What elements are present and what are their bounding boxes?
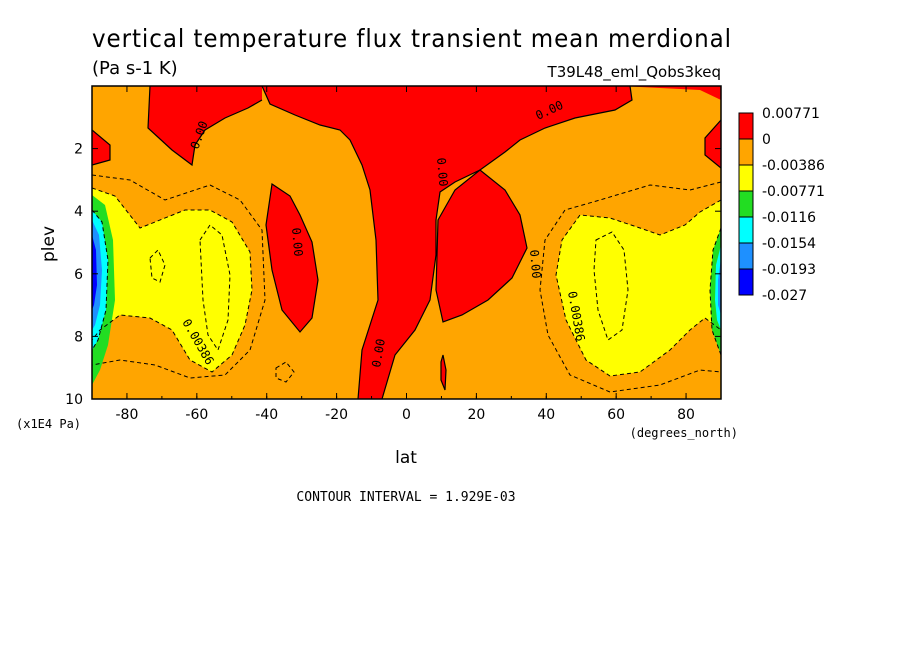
y-axis-units: (x1E4 Pa) (16, 417, 81, 431)
y-tick-label: 8 (74, 329, 83, 345)
contour-line (199, 224, 231, 352)
colorbar-label: -0.0193 (762, 262, 816, 278)
colorbar-swatch (738, 112, 754, 140)
contour-line (92, 187, 253, 373)
y-tick-label: 2 (74, 142, 83, 158)
x-tick-label: 60 (607, 407, 625, 423)
fill-positive-left-edge (92, 130, 110, 165)
plot-area: 0.00 0.00 0.00 0.00 0.00 0.00 0.00386 0.… (92, 86, 721, 399)
colorbar-label: -0.00771 (762, 184, 825, 200)
x-axis-units: (degrees_north) (630, 426, 738, 440)
fill-positive-nh2 (620, 86, 721, 100)
colorbar-swatch (738, 268, 754, 296)
x-tick-label: 20 (467, 407, 485, 423)
fill-yellow-nh (556, 200, 721, 376)
fill-yellow-sh (92, 188, 252, 372)
colorbar-label: -0.0154 (762, 236, 816, 252)
contour-label: 0.00 (434, 157, 450, 187)
x-tick-label: -20 (325, 407, 348, 423)
x-tick-label: 40 (537, 407, 555, 423)
fill-positive-right-edge (705, 120, 721, 168)
contour-line (92, 129, 111, 166)
contour-label: 0.00 (369, 338, 388, 369)
y-tick-label: 4 (74, 204, 83, 220)
contour-line (92, 209, 109, 351)
y-axis: 2 4 6 8 10 (65, 142, 721, 408)
x-axis: -80 -60 -40 -20 0 20 40 60 80 (91, 86, 722, 423)
contour-line (381, 86, 633, 399)
contour-line (709, 227, 721, 356)
chart-units: (Pa s-1 K) (92, 58, 178, 79)
contour-line (261, 86, 379, 399)
contour-line (147, 86, 263, 167)
y-axis-label: plev (39, 226, 59, 262)
chart-title: vertical temperature flux transient mean… (92, 24, 732, 53)
contour-line (555, 199, 721, 377)
colorbar-label: 0.00771 (762, 106, 820, 122)
contour-line (704, 119, 721, 169)
colorbar-swatch (738, 190, 754, 218)
colorbar-swatch (738, 138, 754, 166)
contour-line (149, 249, 166, 283)
zero-contours (92, 86, 721, 399)
fill-positive-sh2 (266, 184, 318, 332)
fill-positive-sh (148, 86, 262, 165)
fill-positive-main (262, 86, 632, 399)
contour-line (435, 169, 528, 323)
negative-contours (92, 174, 721, 393)
colorbar-label: 0 (762, 132, 771, 148)
colorbar-label: -0.00386 (762, 158, 825, 174)
contour-line (593, 231, 629, 341)
colorbar-swatch (738, 242, 754, 270)
y-tick-label: 10 (65, 392, 83, 408)
fill-darkblue-sh (92, 235, 97, 310)
colorbar-swatch (738, 164, 754, 192)
contour-label: 0.00 (527, 249, 543, 279)
colorbar: 0.00771 0 -0.00386 -0.00771 -0.0116 -0.0154 -0… (738, 106, 825, 304)
colorbar-swatch (738, 216, 754, 244)
colorbar-label: -0.027 (762, 288, 807, 304)
contour-line (539, 181, 721, 393)
x-tick-label: 80 (677, 407, 695, 423)
x-tick-label: -40 (255, 407, 278, 423)
colorbar-label: -0.0116 (762, 210, 816, 226)
y-tick-label: 6 (74, 267, 83, 283)
run-label: T39L48_eml_Qobs3keq (547, 63, 721, 82)
contour-interval: CONTOUR INTERVAL = 1.929E-03 (296, 490, 515, 505)
x-tick-label: 0 (402, 407, 411, 423)
x-tick-label: -60 (185, 407, 208, 423)
fill-positive-nh (436, 170, 527, 322)
x-tick-label: -80 (116, 407, 139, 423)
contour-line (440, 354, 447, 391)
contour-line (275, 361, 295, 383)
contour-label: 0.00 (289, 227, 305, 257)
contour-line (265, 182, 319, 333)
x-axis-label: lat (395, 448, 417, 468)
contour-line (92, 174, 266, 379)
